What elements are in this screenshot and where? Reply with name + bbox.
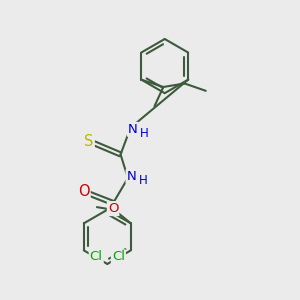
Text: Cl: Cl bbox=[112, 250, 125, 263]
Text: N: N bbox=[127, 170, 136, 183]
Text: O: O bbox=[78, 184, 90, 199]
Text: H: H bbox=[140, 127, 149, 140]
Text: O: O bbox=[108, 202, 118, 215]
Text: S: S bbox=[84, 134, 94, 149]
Text: Cl: Cl bbox=[90, 250, 103, 263]
Text: N: N bbox=[128, 123, 138, 136]
Text: H: H bbox=[139, 174, 148, 187]
